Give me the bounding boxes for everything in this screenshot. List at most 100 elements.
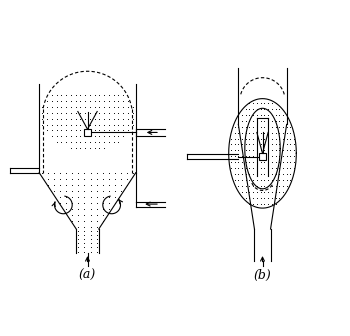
Point (247, 201, 252, 207)
Point (236, 160, 241, 165)
Point (120, 104, 126, 110)
Point (92, 93, 97, 98)
Point (243, 195, 248, 201)
Point (88, 249, 93, 254)
Point (112, 182, 117, 187)
Point (120, 110, 126, 116)
Point (228, 148, 233, 153)
Point (82, 188, 87, 194)
Point (269, 183, 275, 189)
Point (130, 110, 135, 116)
Point (276, 166, 282, 171)
Point (247, 112, 252, 118)
Point (124, 182, 130, 187)
Point (288, 160, 293, 165)
Point (120, 122, 126, 127)
Point (243, 130, 248, 135)
Point (78, 98, 83, 104)
Point (112, 188, 117, 194)
Point (116, 110, 121, 116)
Point (63, 104, 69, 110)
Point (269, 124, 275, 129)
Point (269, 112, 275, 118)
Point (111, 116, 117, 121)
Point (243, 106, 248, 112)
Point (239, 183, 245, 189)
Point (106, 188, 111, 194)
Point (280, 148, 286, 153)
Point (54, 98, 60, 104)
Point (70, 170, 75, 175)
Point (265, 183, 271, 189)
Point (94, 182, 99, 187)
Point (258, 112, 264, 118)
Point (49, 116, 55, 121)
Point (106, 128, 112, 133)
Point (269, 130, 275, 135)
Point (54, 110, 60, 116)
Point (87, 128, 93, 133)
Point (284, 177, 289, 183)
Point (292, 136, 297, 141)
Point (116, 122, 121, 127)
Point (236, 154, 241, 159)
Point (75, 228, 80, 233)
Point (82, 228, 87, 233)
Point (111, 128, 117, 133)
Point (265, 106, 271, 112)
Point (276, 171, 282, 177)
Point (116, 116, 121, 121)
Point (88, 207, 93, 212)
Point (111, 98, 117, 104)
Point (276, 112, 282, 118)
Point (288, 130, 293, 135)
Point (130, 104, 135, 110)
Point (106, 110, 112, 116)
Point (106, 122, 112, 127)
Point (125, 104, 131, 110)
Point (70, 176, 75, 181)
Point (239, 189, 245, 195)
Point (88, 194, 93, 200)
Point (273, 177, 278, 183)
Point (269, 177, 275, 183)
Point (258, 106, 264, 112)
Point (236, 130, 241, 135)
Bar (259, 153, 266, 160)
Point (64, 176, 69, 181)
Point (232, 142, 237, 147)
Point (63, 93, 69, 98)
Point (284, 136, 289, 141)
Point (49, 93, 55, 98)
Point (261, 166, 267, 171)
Point (243, 112, 248, 118)
Point (273, 166, 278, 171)
Point (97, 133, 102, 139)
Point (239, 142, 245, 147)
Point (258, 160, 264, 165)
Point (265, 177, 271, 183)
Point (68, 104, 74, 110)
Point (239, 166, 245, 171)
Point (243, 160, 248, 165)
Point (269, 154, 275, 159)
Point (70, 200, 75, 206)
Point (82, 116, 88, 121)
Point (100, 213, 105, 218)
Point (40, 170, 45, 175)
Point (236, 177, 241, 183)
Point (111, 133, 117, 139)
Point (288, 136, 293, 141)
Point (261, 171, 267, 177)
Point (100, 194, 105, 200)
Point (243, 183, 248, 189)
Point (276, 130, 282, 135)
Point (243, 166, 248, 171)
Point (232, 154, 237, 159)
Point (92, 98, 97, 104)
Point (76, 194, 81, 200)
Point (280, 130, 286, 135)
Point (88, 245, 93, 250)
Point (120, 93, 126, 98)
Point (111, 139, 117, 145)
